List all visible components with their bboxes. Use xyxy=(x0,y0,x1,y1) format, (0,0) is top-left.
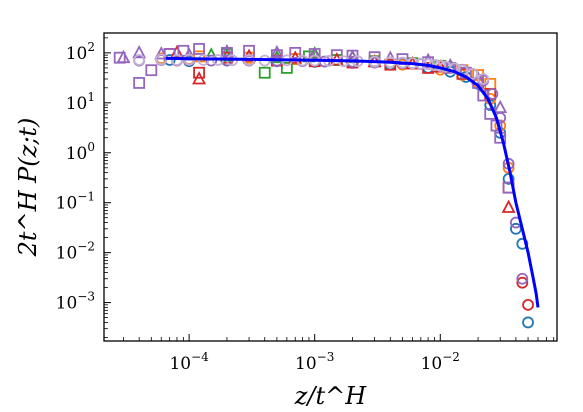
circle-marker xyxy=(522,298,534,311)
x-axis-label: z/t^H xyxy=(294,382,367,410)
y-tick-label: 10−1 xyxy=(56,190,95,214)
circle-marker xyxy=(484,99,497,111)
axis-labels: z/t^H 2t^H P(z;t) xyxy=(14,118,367,410)
triangle-marker xyxy=(219,43,234,58)
triangle-marker xyxy=(116,49,131,64)
triangle-marker xyxy=(192,71,207,85)
x-tick-label: 10−3 xyxy=(295,350,334,374)
circle-marker xyxy=(502,172,515,185)
x-tick-label: 10−2 xyxy=(421,350,460,374)
triangle-marker xyxy=(132,44,147,59)
circle-marker xyxy=(133,54,146,66)
square-marker xyxy=(193,66,205,79)
fit-curve xyxy=(165,56,540,308)
square-marker xyxy=(133,77,146,89)
y-tick-label: 102 xyxy=(66,40,95,64)
square-marker xyxy=(289,46,302,59)
plot-frame xyxy=(103,32,558,342)
y-tick-label: 101 xyxy=(66,90,95,114)
triangle-marker xyxy=(501,199,516,213)
y-axis-label: 2t^H P(z;t) xyxy=(14,118,42,258)
circle-marker xyxy=(477,73,490,85)
circle-marker xyxy=(516,276,529,289)
y-tick-label: 100 xyxy=(66,140,95,164)
circle-marker xyxy=(486,88,499,100)
square-marker xyxy=(193,43,205,55)
square-marker xyxy=(280,62,293,74)
circle-marker xyxy=(466,67,479,80)
y-tick-label: 10−2 xyxy=(56,240,95,264)
x-tick-label: 10−4 xyxy=(169,350,209,374)
circle-marker xyxy=(516,272,529,285)
plot-data xyxy=(113,43,540,329)
square-marker xyxy=(258,66,271,79)
circle-marker xyxy=(163,54,176,66)
triangle-marker xyxy=(493,99,508,114)
square-marker xyxy=(145,64,158,77)
triangle-marker xyxy=(269,44,284,59)
triangle-marker xyxy=(154,46,169,60)
y-tick-label: 10−3 xyxy=(56,290,95,314)
circle-marker xyxy=(522,316,534,329)
circle-marker xyxy=(205,54,218,67)
axes-ticks: 10−4 10−3 10−2 102 101 100 10−1 10−2 10−3 xyxy=(56,37,555,374)
